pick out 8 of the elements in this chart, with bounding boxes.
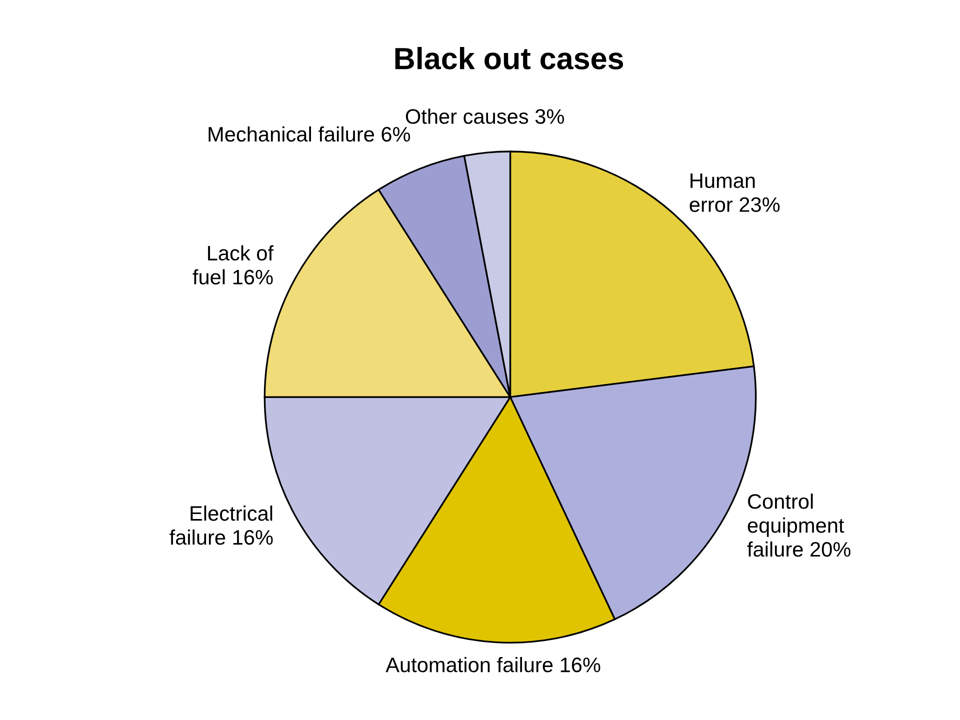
slice-label: Other causes 3% bbox=[406, 108, 564, 124]
slice-label: Human error 23% bbox=[690, 174, 780, 212]
slice-label: Mechanical failure 6% bbox=[208, 126, 410, 142]
slice-label: Electrical failure 16% bbox=[170, 506, 273, 545]
slice-label: Control equipment failure 20% bbox=[747, 494, 850, 557]
slice-label: Lack of fuel 16% bbox=[192, 245, 274, 285]
slice-label: Automation failure 16% bbox=[386, 656, 600, 672]
chart-title: Black out cases bbox=[395, 46, 624, 70]
